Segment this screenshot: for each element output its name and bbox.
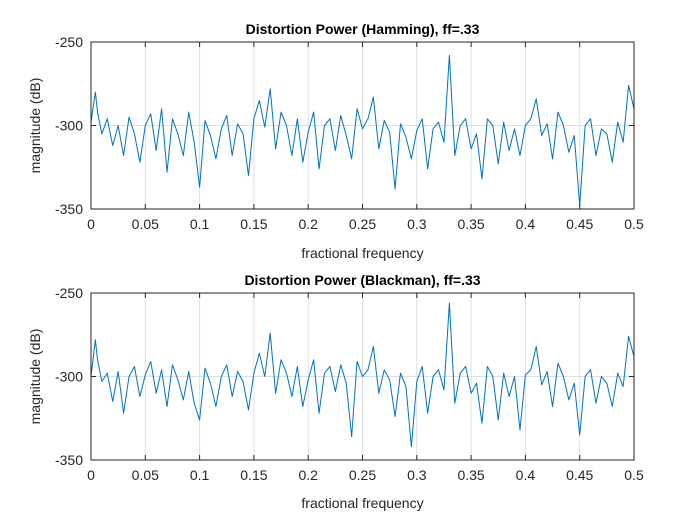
hamming-x-tick-label: 0.5 bbox=[624, 216, 644, 232]
blackman-series-line-0 bbox=[90, 302, 635, 448]
hamming-chart-title: Distortion Power (Hamming), ff=.33 bbox=[246, 21, 480, 37]
hamming-x-tick-label: 0.35 bbox=[457, 216, 484, 232]
hamming-x-tick-label: 0.25 bbox=[349, 216, 376, 232]
hamming-x-tick-label: 0 bbox=[87, 216, 95, 232]
blackman-x-tick-label: 0.4 bbox=[516, 467, 536, 483]
hamming-y-tick-label: -250 bbox=[55, 34, 83, 50]
hamming-x-tick-label: 0.1 bbox=[190, 216, 210, 232]
hamming-x-axis-label: fractional frequency bbox=[301, 245, 423, 261]
blackman-x-tick-label: 0.45 bbox=[566, 467, 593, 483]
blackman-y-tick-label: -300 bbox=[55, 369, 83, 385]
hamming-x-tick-label: 0.45 bbox=[566, 216, 593, 232]
blackman-y-tick-label: -350 bbox=[55, 452, 83, 468]
blackman-x-tick-label: 0.05 bbox=[132, 467, 159, 483]
blackman-x-tick-label: 0.35 bbox=[457, 467, 484, 483]
hamming-x-tick-label: 0.05 bbox=[132, 216, 159, 232]
hamming-x-tick-label: 0.15 bbox=[240, 216, 267, 232]
hamming-y-tick-label: -300 bbox=[55, 118, 83, 134]
hamming-x-tick-label: 0.3 bbox=[407, 216, 427, 232]
blackman-x-tick-label: 0.3 bbox=[407, 467, 427, 483]
plot-blackman: 0 0.05 0.1 0.15 0.2 0.25 0.3 0.35 0.4 0.45 0.5 -350… bbox=[27, 272, 644, 511]
hamming-y-axis-label: magnitude (dB) bbox=[27, 78, 43, 174]
blackman-y-tick-label: -250 bbox=[55, 285, 83, 301]
blackman-x-tick-label: 0.1 bbox=[190, 467, 210, 483]
hamming-x-tick-label: 0.4 bbox=[516, 216, 536, 232]
hamming-y-tick-label: -350 bbox=[55, 201, 83, 217]
blackman-x-tick-label: 0.25 bbox=[349, 467, 376, 483]
blackman-x-tick-label: 0 bbox=[87, 467, 95, 483]
blackman-x-tick-label: 0.2 bbox=[298, 467, 318, 483]
blackman-x-tick-label: 0.5 bbox=[624, 467, 644, 483]
blackman-chart-title: Distortion Power (Blackman), ff=.33 bbox=[244, 272, 480, 288]
plot-hamming: 0 0.05 0.1 0.15 0.2 0.25 0.3 0.35 0.4 0.45 0.5 -350… bbox=[27, 21, 644, 261]
blackman-x-tick-label: 0.15 bbox=[240, 467, 267, 483]
hamming-x-tick-label: 0.2 bbox=[298, 216, 318, 232]
blackman-y-axis-label: magnitude (dB) bbox=[27, 329, 43, 425]
hamming-series-line-0 bbox=[90, 54, 635, 207]
blackman-x-axis-label: fractional frequency bbox=[301, 495, 423, 511]
